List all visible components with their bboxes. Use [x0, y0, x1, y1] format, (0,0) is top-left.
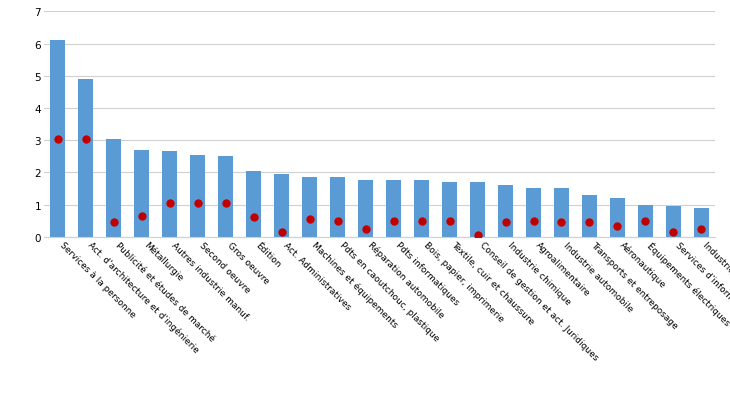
Bar	[498, 186, 513, 237]
Bar	[330, 178, 345, 237]
Bar	[582, 196, 597, 237]
Bar	[302, 178, 318, 237]
Bar	[134, 151, 150, 237]
Bar	[78, 80, 93, 237]
Bar	[442, 182, 457, 237]
Bar	[526, 189, 541, 237]
Bar	[274, 175, 289, 237]
Bar	[358, 181, 373, 237]
Bar	[190, 155, 205, 237]
Bar	[470, 182, 485, 237]
Bar	[414, 181, 429, 237]
Bar	[162, 152, 177, 237]
Bar	[106, 139, 121, 237]
Bar	[666, 207, 681, 237]
Bar	[246, 171, 261, 237]
Bar	[50, 41, 66, 237]
Bar	[218, 157, 234, 237]
Bar	[610, 199, 625, 237]
Bar	[638, 205, 653, 237]
Bar	[386, 181, 402, 237]
Bar	[554, 189, 569, 237]
Bar	[694, 208, 709, 237]
